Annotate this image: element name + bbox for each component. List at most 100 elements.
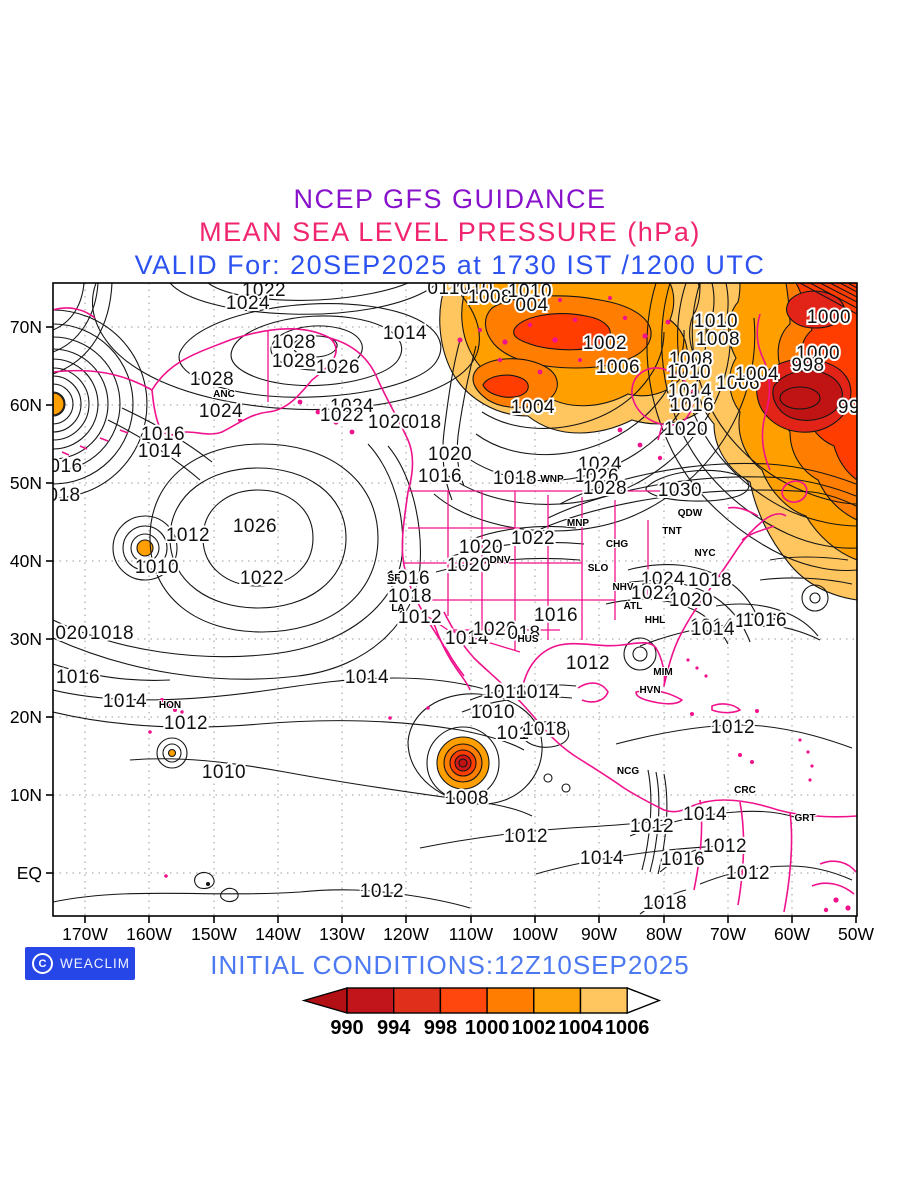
lon-tick-label: 100W xyxy=(512,924,558,944)
isobar-label: 1028 xyxy=(272,351,316,372)
isobar-label: 1014 xyxy=(345,667,389,688)
station-label: QDW xyxy=(678,508,703,519)
isobar-label: 1016 xyxy=(743,610,787,631)
station-label: GRT xyxy=(794,813,815,824)
lat-tick-label: 30N xyxy=(10,629,42,649)
legend-value-label: 998 xyxy=(424,1017,457,1039)
legend-segment xyxy=(487,988,534,1013)
station-label: MNP xyxy=(567,518,590,529)
station-label: SF xyxy=(388,573,401,584)
isobar-label: 1022 xyxy=(240,568,284,589)
station-label: NHV xyxy=(612,582,633,593)
lat-tick-label: 50N xyxy=(10,473,42,493)
legend-segment xyxy=(347,988,394,1013)
isobar-label: 1004 xyxy=(735,364,779,385)
isobar-label: 1008 xyxy=(696,329,740,350)
isobar-label: 1024 xyxy=(199,401,243,422)
isobar-label: 1012 xyxy=(164,713,208,734)
station-label: HUS xyxy=(517,634,538,645)
lat-tick-label: 20N xyxy=(10,707,42,727)
isobar-label: 1010 xyxy=(471,702,515,723)
station-label: SLO xyxy=(588,563,609,574)
isobar-label: 1028 xyxy=(272,332,316,353)
isobar-label: 1028 xyxy=(190,369,234,390)
color-scale-legend: 990 994 998 1000100210041006 xyxy=(304,988,659,1039)
isobar-label: 1012 xyxy=(703,836,747,857)
station-label: NCG xyxy=(617,766,639,777)
isobar-label: 1018 xyxy=(643,893,687,914)
lon-tick-label: 60W xyxy=(774,924,810,944)
legend-value-label: 1006 xyxy=(605,1017,650,1039)
isobar-label: 018 xyxy=(408,412,441,433)
isobar-label: 1024 xyxy=(226,293,270,314)
isobar-label: 1006 xyxy=(596,357,640,378)
legend-segment xyxy=(394,988,441,1013)
lon-tick-label: 130W xyxy=(319,924,365,944)
isobar-label: 1022 xyxy=(511,528,555,549)
station-label: MIM xyxy=(653,667,672,678)
isobar-label: 1010 xyxy=(667,362,711,383)
isobar-label: 1008 xyxy=(468,287,512,308)
isobar-label: 1014 xyxy=(138,441,182,462)
isobar-label: 1012 xyxy=(360,881,404,902)
lon-tick-label: 150W xyxy=(191,924,237,944)
isobar-label: 1016 xyxy=(56,667,100,688)
station-label: CRC xyxy=(734,785,756,796)
isobar-label: 1016 xyxy=(418,466,462,487)
isobar-label: 1012 xyxy=(566,653,610,674)
lat-tick-label: 10N xyxy=(10,785,42,805)
isobar-label: 1014 xyxy=(383,323,427,344)
isobar-label: 1014 xyxy=(691,619,735,640)
lon-tick-label: 160W xyxy=(126,924,172,944)
isobar-label: 1020 xyxy=(664,419,708,440)
station-label: CHG xyxy=(606,539,628,550)
legend-value-label: 1000 xyxy=(465,1017,510,1039)
legend-value-label: 1002 xyxy=(512,1017,557,1039)
isobar-label: 1026 xyxy=(316,357,360,378)
isobar-label: 1002 xyxy=(583,333,627,354)
isobar-label: 1008 xyxy=(445,788,489,809)
lon-tick-label: 50W xyxy=(838,924,874,944)
isobar-label: 1012 xyxy=(166,525,210,546)
isobar-label: 1014 xyxy=(103,691,147,712)
station-label: ATL xyxy=(624,601,643,612)
isobar-label: 1010 xyxy=(202,762,246,783)
isobar-label: 1020 xyxy=(368,412,412,433)
weather-map-page: NCEP GFS GUIDANCE MEAN SEA LEVEL PRESSUR… xyxy=(0,0,900,1200)
isobar-label: 020 xyxy=(55,623,88,644)
station-label: DNV xyxy=(489,555,510,566)
isobar-label: 1000 xyxy=(807,307,851,328)
lon-tick-label: 110W xyxy=(449,924,494,944)
legend-segment xyxy=(440,988,487,1013)
legend-segment xyxy=(534,988,581,1013)
legend-value-label: 1004 xyxy=(558,1017,603,1039)
isobar-label: 1028 xyxy=(583,478,627,499)
isobar-label: 004 xyxy=(515,295,548,316)
station-label: ANC xyxy=(213,389,235,400)
lon-tick-label: 90W xyxy=(581,924,617,944)
isobar-label: 1004 xyxy=(511,397,555,418)
lon-tick-label: 170W xyxy=(62,924,108,944)
initial-conditions-label: INITIAL CONDITIONS:12Z10SEP2025 xyxy=(0,950,900,981)
isobar-label: 1020 xyxy=(447,555,491,576)
station-label: HON xyxy=(159,700,181,711)
legend-arrow-right xyxy=(627,988,659,1013)
legend-value-label: 994 xyxy=(377,1017,411,1039)
isobar-label: 1012 xyxy=(711,717,755,738)
lat-tick-label: 70N xyxy=(10,317,42,337)
isobar-label: 1014 xyxy=(580,848,624,869)
pressure-map: 1022102410141028102810261028102410241022… xyxy=(0,0,900,1200)
lat-tick-label: 60N xyxy=(10,395,42,415)
lat-tick-label: EQ xyxy=(17,863,42,883)
legend-value-label: 990 xyxy=(330,1017,363,1039)
station-label: HVN xyxy=(639,685,660,696)
legend-arrow-left xyxy=(304,988,347,1013)
isobar-label: 1016 xyxy=(661,849,705,870)
isobar-label: 1012 xyxy=(630,816,674,837)
isobar-label: 1020 xyxy=(428,444,472,465)
station-label: TNT xyxy=(662,526,681,537)
isobar-label: 1030 xyxy=(658,480,702,501)
isobar-label: 016 xyxy=(49,456,82,477)
isobar-label: 1018 xyxy=(523,719,567,740)
isobar-label: 1010 xyxy=(135,557,179,578)
